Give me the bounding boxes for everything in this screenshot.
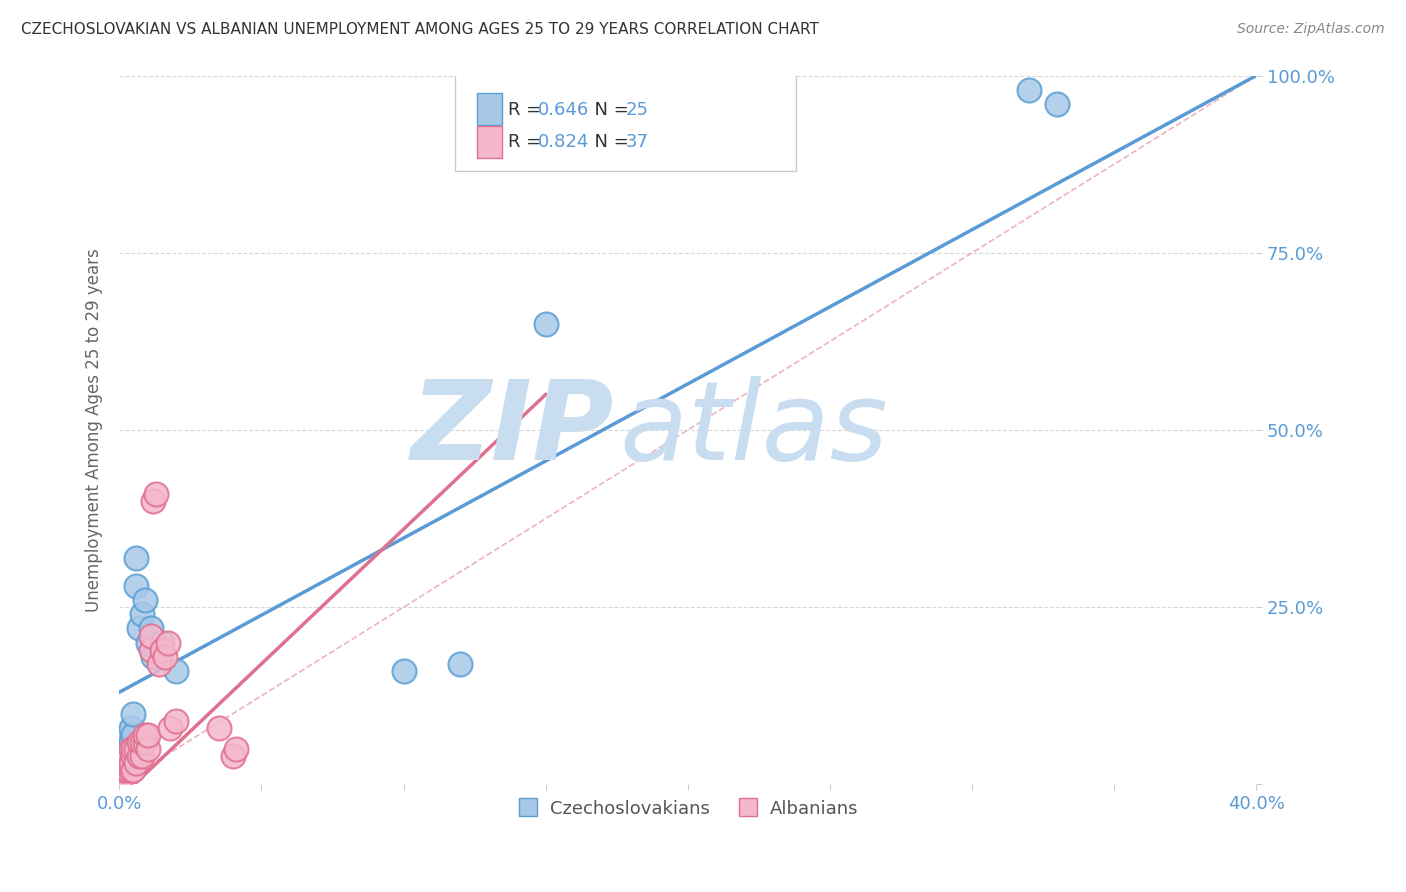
Text: 0.646: 0.646 <box>537 101 589 119</box>
Text: 25: 25 <box>626 101 648 119</box>
Bar <box>478 126 502 158</box>
Text: atlas: atlas <box>620 376 889 483</box>
Legend: Czechoslovakians, Albanians: Czechoslovakians, Albanians <box>510 793 865 825</box>
Point <box>1018 83 1040 97</box>
Text: N =: N = <box>583 133 634 151</box>
Point <box>114 735 136 749</box>
FancyBboxPatch shape <box>454 72 796 171</box>
Point <box>114 749 136 764</box>
Text: 0.824: 0.824 <box>537 133 589 151</box>
Point <box>122 742 145 756</box>
Point <box>125 550 148 565</box>
Point <box>111 742 134 756</box>
Point <box>128 735 150 749</box>
Bar <box>478 94 502 125</box>
Point <box>117 742 139 756</box>
Point <box>222 749 245 764</box>
Point <box>120 756 142 771</box>
Point <box>117 764 139 778</box>
Point <box>122 749 145 764</box>
Point <box>111 770 134 784</box>
Text: 37: 37 <box>626 133 648 151</box>
Point <box>125 579 148 593</box>
Text: N =: N = <box>583 101 634 119</box>
Point <box>139 629 162 643</box>
Text: CZECHOSLOVAKIAN VS ALBANIAN UNEMPLOYMENT AMONG AGES 25 TO 29 YEARS CORRELATION C: CZECHOSLOVAKIAN VS ALBANIAN UNEMPLOYMENT… <box>21 22 818 37</box>
Point <box>117 749 139 764</box>
Point <box>165 714 187 728</box>
Point <box>534 317 557 331</box>
Point <box>148 657 170 671</box>
Point <box>114 749 136 764</box>
Point <box>392 664 415 678</box>
Point <box>117 728 139 742</box>
Point <box>131 735 153 749</box>
Point <box>159 721 181 735</box>
Text: R =: R = <box>508 133 547 151</box>
Point <box>449 657 471 671</box>
Point <box>142 649 165 664</box>
Point <box>125 742 148 756</box>
Point <box>131 749 153 764</box>
Point <box>128 749 150 764</box>
Point <box>139 642 162 657</box>
Point <box>111 764 134 778</box>
Point <box>117 756 139 771</box>
Point <box>134 593 156 607</box>
Point <box>136 635 159 649</box>
Point <box>134 735 156 749</box>
Point <box>131 607 153 622</box>
Point <box>128 622 150 636</box>
Point <box>136 742 159 756</box>
Point <box>150 635 173 649</box>
Point <box>111 756 134 771</box>
Point <box>120 735 142 749</box>
Point <box>165 664 187 678</box>
Point <box>134 728 156 742</box>
Point <box>114 764 136 778</box>
Point <box>145 487 167 501</box>
Point <box>120 764 142 778</box>
Point <box>122 706 145 721</box>
Point <box>156 635 179 649</box>
Point <box>1046 96 1069 111</box>
Point <box>114 756 136 771</box>
Point <box>142 494 165 508</box>
Point <box>139 622 162 636</box>
Point <box>120 742 142 756</box>
Text: ZIP: ZIP <box>411 376 614 483</box>
Text: Source: ZipAtlas.com: Source: ZipAtlas.com <box>1237 22 1385 37</box>
Text: R =: R = <box>508 101 547 119</box>
Point <box>153 649 176 664</box>
Point <box>225 742 247 756</box>
Point <box>120 721 142 735</box>
Point <box>122 764 145 778</box>
Point <box>150 642 173 657</box>
Point <box>122 728 145 742</box>
Point <box>208 721 231 735</box>
Y-axis label: Unemployment Among Ages 25 to 29 years: Unemployment Among Ages 25 to 29 years <box>86 248 103 612</box>
Point <box>125 756 148 771</box>
Point <box>136 728 159 742</box>
